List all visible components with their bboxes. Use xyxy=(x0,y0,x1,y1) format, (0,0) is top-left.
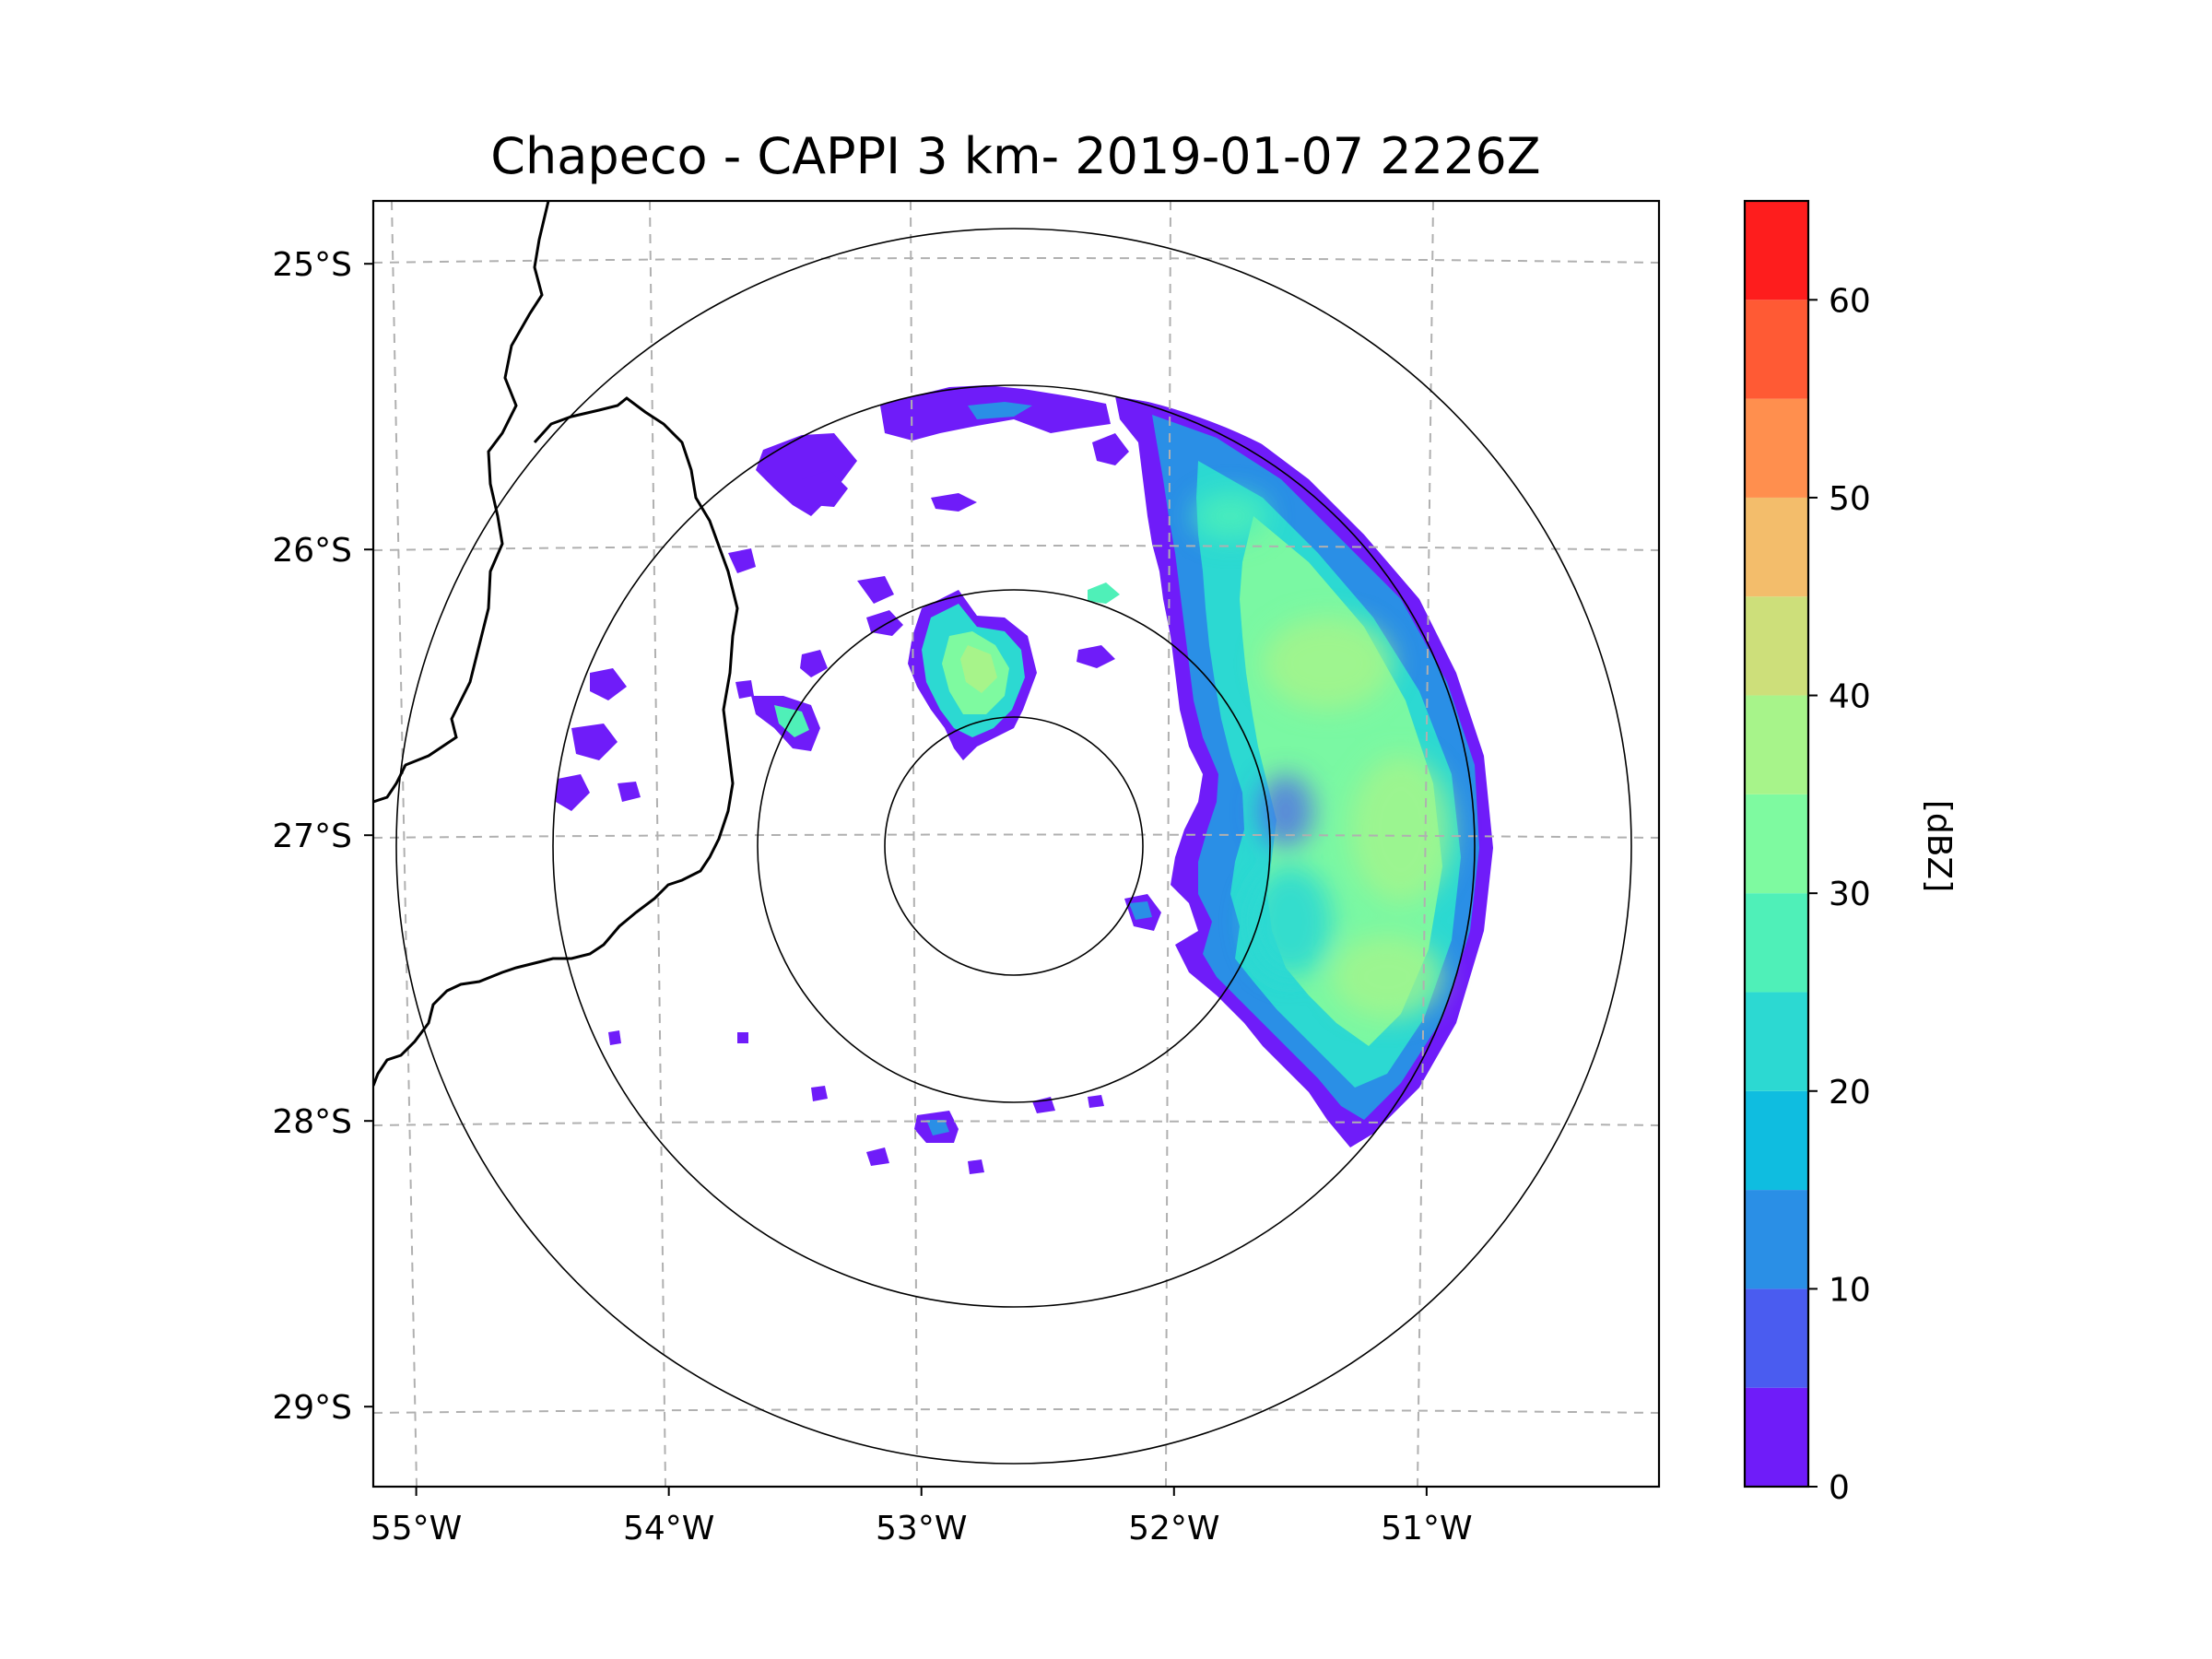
northern-edge-echoes xyxy=(756,385,1129,516)
y-tick-label: 26°S xyxy=(272,532,352,570)
range-ring-1 xyxy=(884,716,1144,976)
colorbar-tick-label: 60 xyxy=(1829,282,1871,320)
colorbar-segment xyxy=(1745,794,1808,894)
x-tick-label: 51°W xyxy=(1381,1510,1472,1547)
x-axis-ticks: 55°W 54°W 53°W 52°W 51°W xyxy=(371,1487,1473,1547)
colorbar-tick-label: 20 xyxy=(1829,1074,1871,1112)
border-paraguay-argentina xyxy=(373,201,550,804)
colorbar-segment xyxy=(1745,992,1808,1091)
colorbar-segment xyxy=(1745,497,1808,597)
southern-scattered-echoes xyxy=(608,894,1161,1174)
colorbar-segment xyxy=(1745,201,1808,300)
border-misiones xyxy=(373,396,739,1087)
colorbar-tick-label: 10 xyxy=(1829,1271,1871,1309)
colorbar-segment xyxy=(1745,596,1808,696)
colorbar-tick-label: 0 xyxy=(1829,1469,1850,1507)
range-ring-3 xyxy=(552,384,1476,1308)
x-tick-label: 55°W xyxy=(371,1510,462,1547)
colorbar-segment xyxy=(1745,1387,1808,1487)
colorbar-tick-label: 50 xyxy=(1829,480,1871,518)
colorbar-segment xyxy=(1745,695,1808,794)
colorbar-segment xyxy=(1745,1288,1808,1388)
range-ring-2 xyxy=(757,589,1271,1103)
y-tick-label: 28°S xyxy=(272,1103,352,1141)
eastern-stratiform-band xyxy=(1115,396,1493,1147)
colorbar-segment xyxy=(1745,300,1808,399)
colorbar-tick-label: 40 xyxy=(1829,678,1871,716)
colorbar-tick-label: 30 xyxy=(1829,876,1871,913)
borders xyxy=(373,201,739,1087)
y-tick-label: 27°S xyxy=(272,818,352,855)
map-axes xyxy=(371,199,1661,1488)
map-frame xyxy=(371,199,1661,1488)
colorbar-segment xyxy=(1745,1190,1808,1289)
y-tick-label: 29°S xyxy=(272,1389,352,1427)
colorbar-segment xyxy=(1745,398,1808,498)
x-tick-label: 53°W xyxy=(876,1510,967,1547)
y-tick-label: 25°S xyxy=(272,246,352,284)
colorbar-label: [dBZ] xyxy=(1920,800,1958,892)
radar-echoes xyxy=(556,385,1493,1174)
colorbar-frame xyxy=(1743,199,1810,1488)
range-rings xyxy=(395,228,1632,1465)
range-ring-4 xyxy=(395,228,1632,1465)
y-axis-ticks: 25°S 26°S 27°S 28°S 29°S xyxy=(272,246,373,1427)
x-tick-label: 54°W xyxy=(623,1510,714,1547)
band-texture xyxy=(1194,493,1452,1018)
colorbar: 0 10 20 30 40 50 60 xyxy=(1743,199,1871,1507)
chart-title: Chapeco - CAPPI 3 km- 2019-01-07 2226Z xyxy=(490,127,1540,185)
gridlines xyxy=(373,201,1659,1487)
western-scattered-echoes xyxy=(556,548,894,811)
colorbar-segment xyxy=(1745,1090,1808,1191)
colorbar-segment xyxy=(1745,893,1808,993)
x-tick-label: 52°W xyxy=(1128,1510,1219,1547)
